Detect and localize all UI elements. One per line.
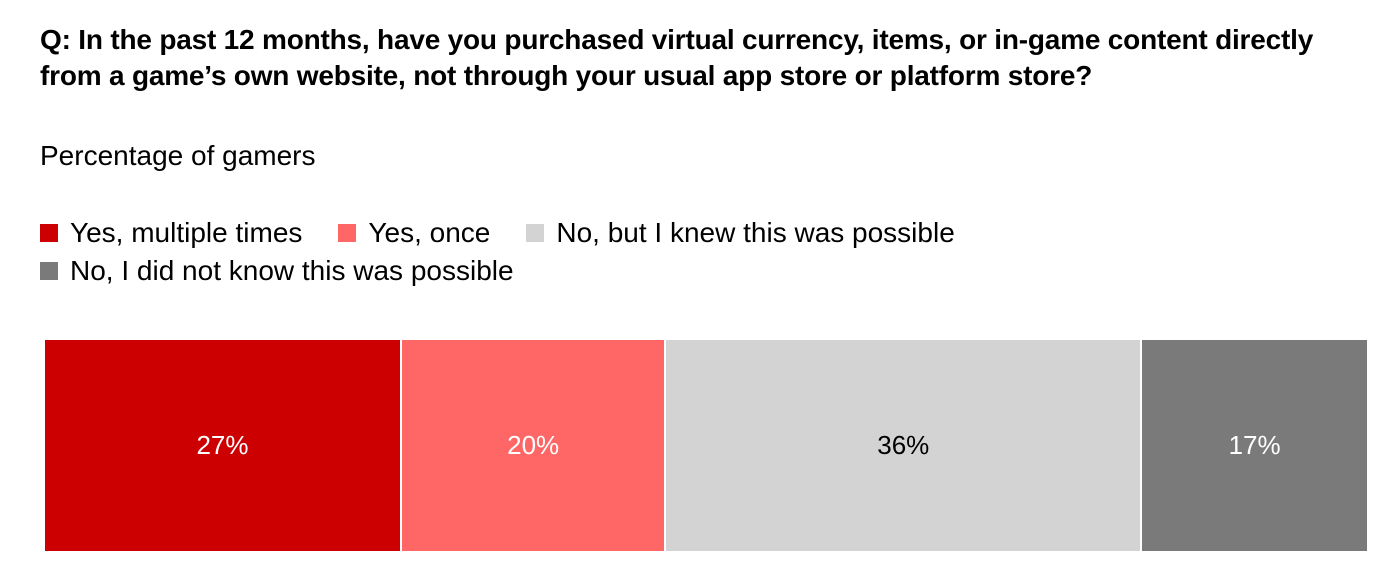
- data-label: 27%: [196, 430, 249, 460]
- legend-row: Yes, multiple times Yes, once No, but I kn…: [40, 214, 1360, 252]
- chart-title: Q: In the past 12 months, have you purch…: [40, 24, 1314, 91]
- legend-item: No, but I knew this was possible: [526, 216, 955, 250]
- legend-swatch: [40, 262, 58, 280]
- bar-segment: 20%: [401, 340, 667, 551]
- bar-segment: 27%: [45, 340, 402, 551]
- legend-item: Yes, multiple times: [40, 216, 302, 250]
- legend-swatch: [526, 224, 545, 242]
- legend-swatch: [338, 224, 357, 242]
- bar-segment: 17%: [1142, 340, 1367, 551]
- legend-swatch: [40, 224, 58, 242]
- legend-label: Yes, once: [368, 217, 491, 248]
- data-label: 17%: [1228, 430, 1281, 460]
- legend-label: No, I did not know this was possible: [70, 255, 514, 286]
- legend-item: Yes, once: [338, 216, 490, 250]
- bar-segment: 36%: [666, 340, 1143, 551]
- legend-label: No, but I knew this was possible: [556, 217, 955, 248]
- legend-item: No, I did not know this was possible: [40, 254, 514, 288]
- stacked-bar: 27% 20% 36% 17%: [45, 340, 1367, 551]
- legend-label: Yes, multiple times: [70, 217, 303, 248]
- chart-legend: Yes, multiple times Yes, once No, but I kn…: [40, 214, 1360, 290]
- data-label: 36%: [877, 430, 930, 460]
- chart-subtitle: Percentage of gamers: [40, 140, 316, 171]
- data-label: 20%: [507, 430, 560, 460]
- legend-row: No, I did not know this was possible: [40, 252, 1360, 290]
